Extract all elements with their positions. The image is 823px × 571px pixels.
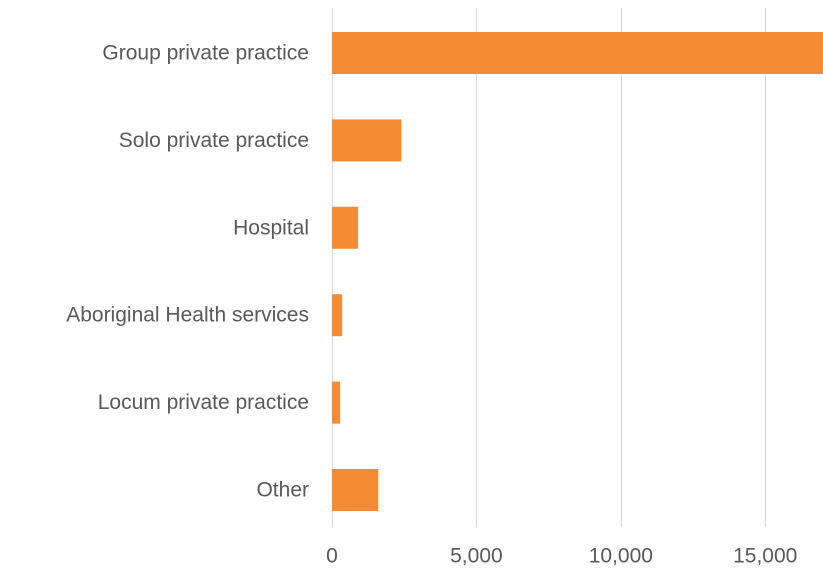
- grid-lines: [332, 8, 766, 527]
- category-label-1: Solo private practice: [119, 129, 309, 152]
- category-label-0: Group private practice: [102, 42, 309, 65]
- x-tick-label-0: 0: [326, 545, 338, 568]
- bar-3: [332, 294, 343, 337]
- bar-4: [332, 381, 341, 424]
- category-labels: Group private practice Solo private pract…: [66, 42, 309, 502]
- bars: [332, 32, 823, 511]
- category-label-2: Hospital: [233, 216, 309, 239]
- x-tick-label-2: 10,000: [589, 545, 653, 568]
- bar-5: [332, 469, 379, 511]
- bar-2: [332, 206, 358, 249]
- category-label-4: Locum private practice: [98, 391, 309, 414]
- x-tick-label-1: 5,000: [450, 545, 503, 568]
- bar-1: [332, 119, 402, 162]
- x-axis-tick-labels: 0 5,000 10,000 15,000: [326, 545, 797, 568]
- category-label-5: Other: [256, 479, 309, 502]
- x-tick-label-3: 15,000: [733, 545, 797, 568]
- bar-0: [332, 32, 823, 74]
- category-label-3: Aboriginal Health services: [66, 304, 309, 327]
